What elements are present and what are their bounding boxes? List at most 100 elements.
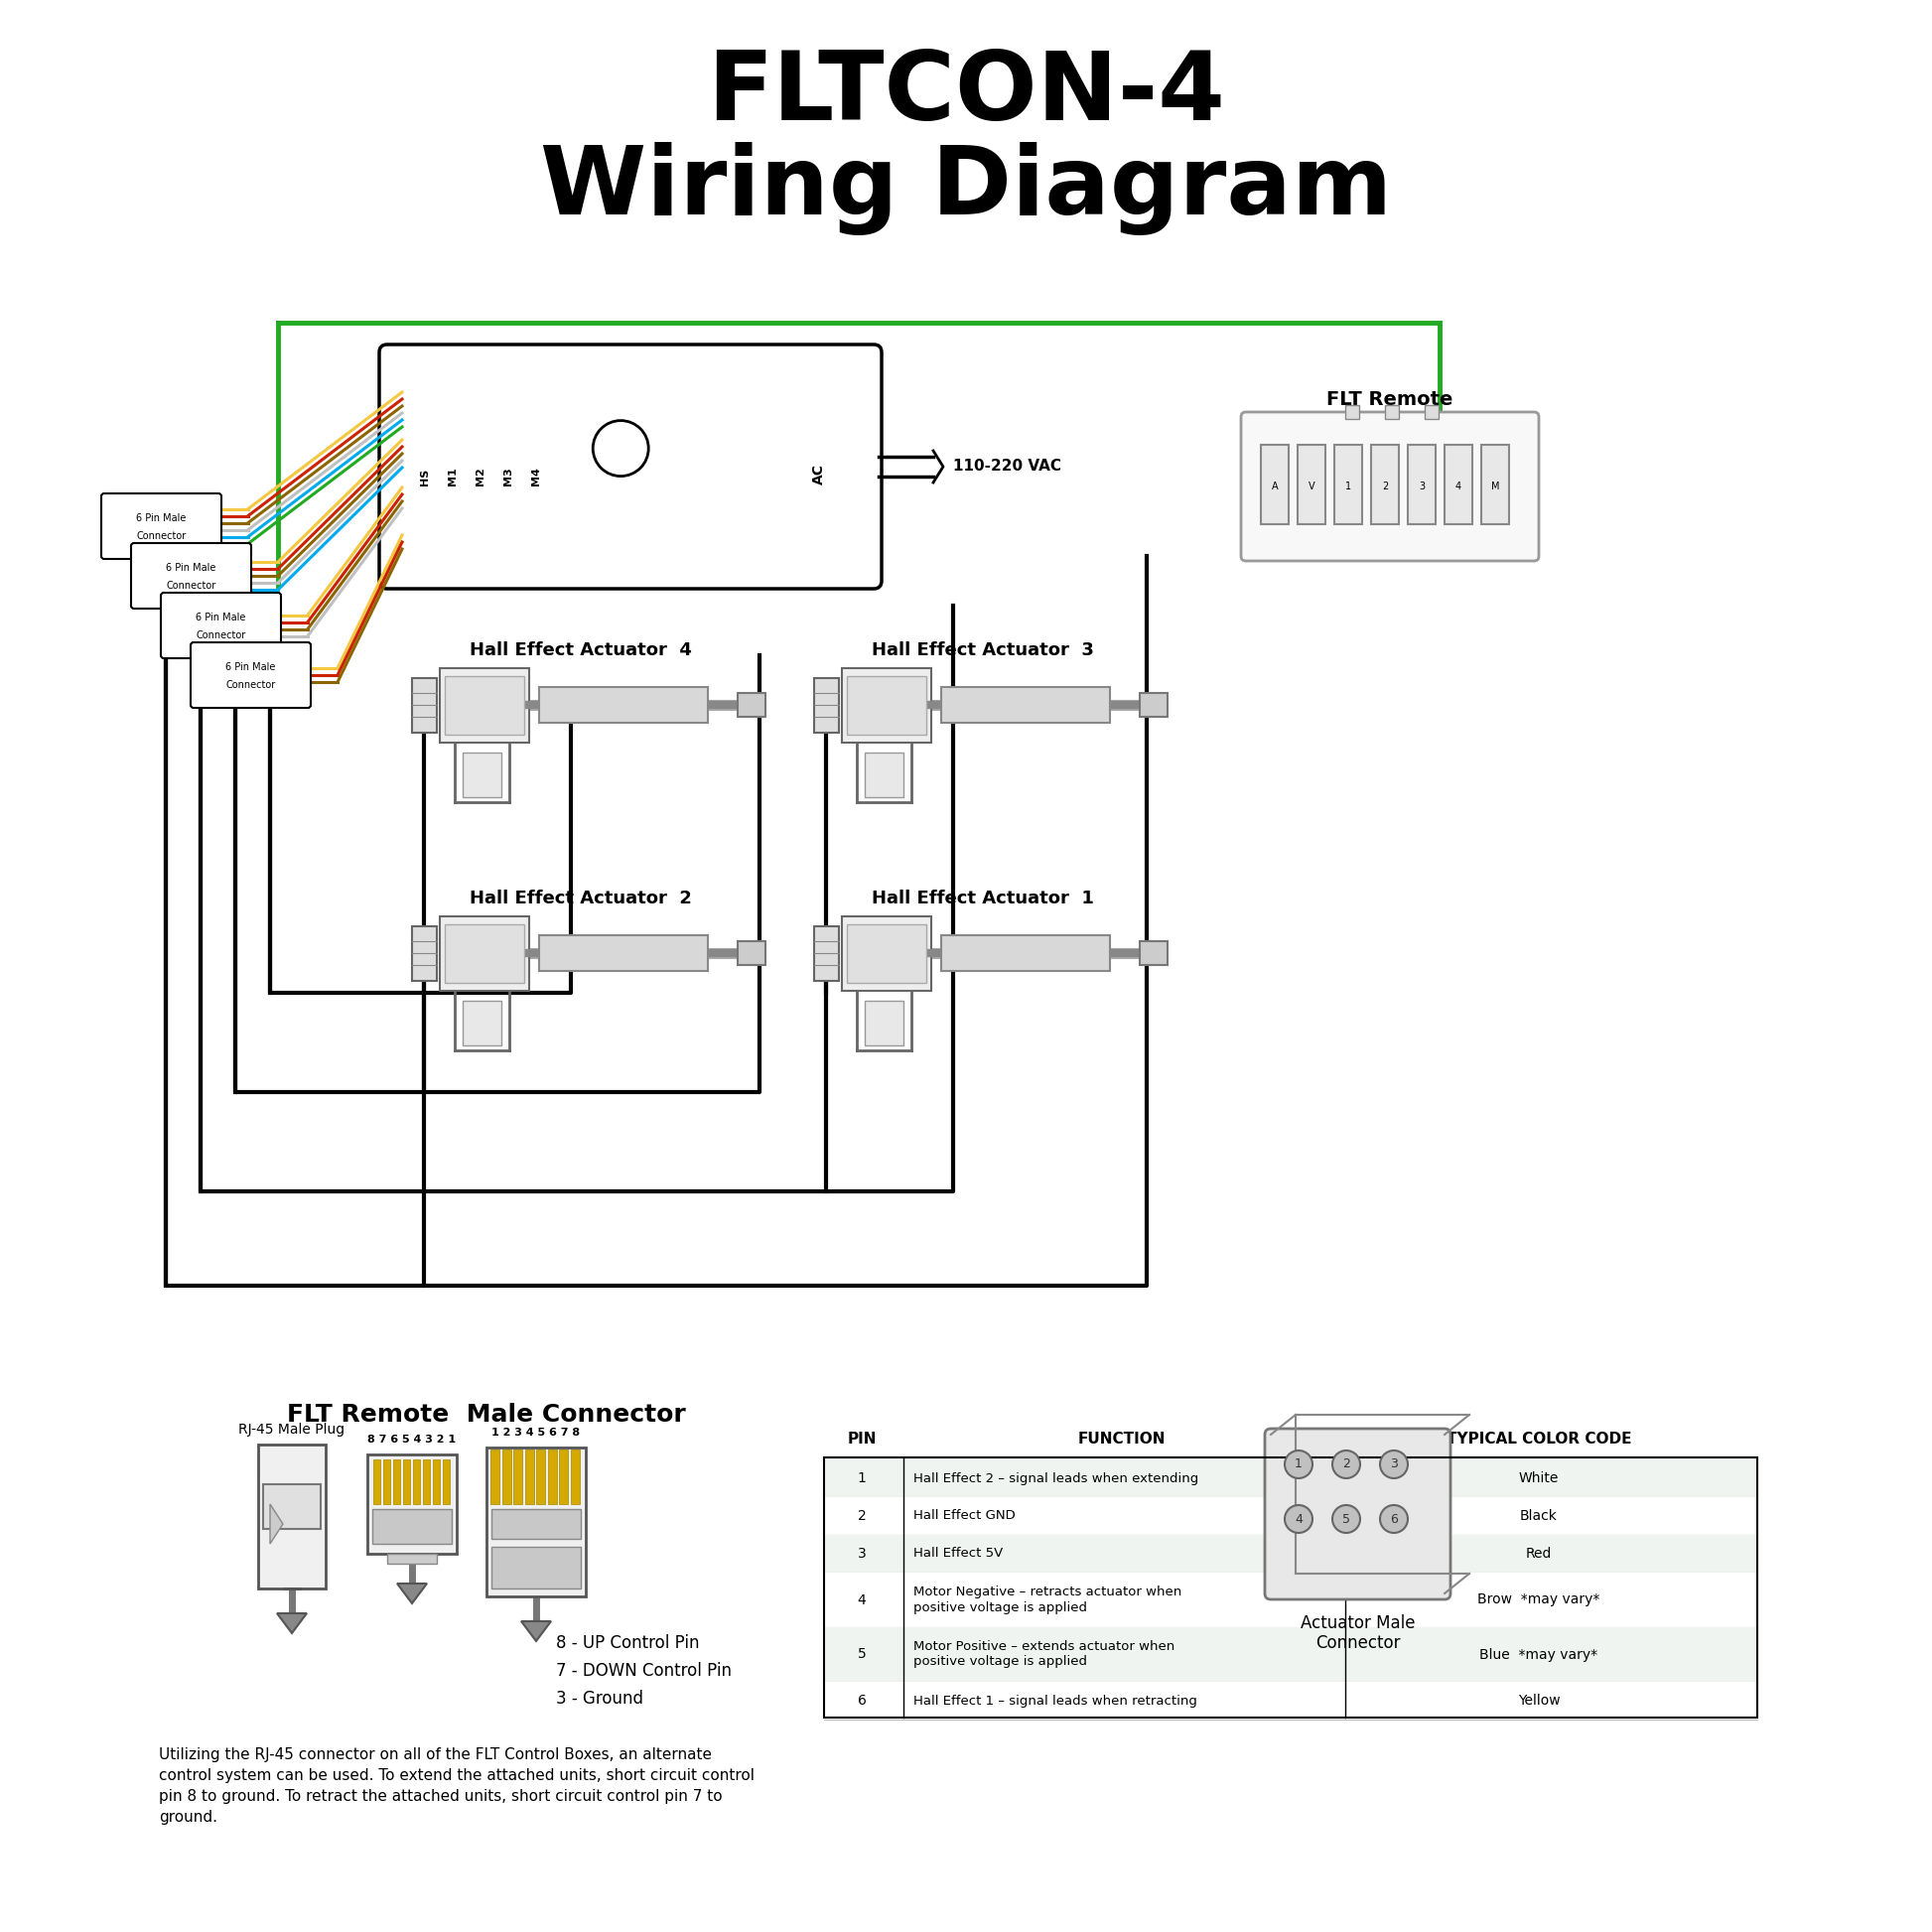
Bar (1298, 444, 1325, 524)
Text: 8 - UP Control Pin: 8 - UP Control Pin (556, 1634, 699, 1652)
Text: 6 Pin Male: 6 Pin Male (226, 663, 276, 672)
Text: Hall Effect Actuator  1: Hall Effect Actuator 1 (871, 889, 1094, 908)
Polygon shape (398, 1584, 427, 1604)
Text: 6 Pin Male: 6 Pin Male (137, 514, 185, 524)
Bar (487, 1447, 585, 1596)
Bar (442, 1459, 450, 1505)
Bar (539, 688, 707, 723)
Text: 5: 5 (858, 1648, 866, 1662)
Bar (1140, 941, 1167, 964)
Text: Brow  *may vary*: Brow *may vary* (1478, 1594, 1600, 1607)
Polygon shape (276, 1613, 307, 1633)
Bar (813, 678, 838, 732)
Text: FLT Remote  Male Connector: FLT Remote Male Connector (288, 1403, 686, 1426)
Bar (825, 1534, 1758, 1573)
Text: 1: 1 (1345, 481, 1350, 491)
Text: 4: 4 (858, 1594, 866, 1607)
Bar (383, 1459, 390, 1505)
Text: 3 - Ground: 3 - Ground (556, 1690, 643, 1708)
Text: Wiring Diagram: Wiring Diagram (539, 141, 1393, 236)
Bar (386, 1553, 437, 1563)
Text: Blue  *may vary*: Blue *may vary* (1480, 1648, 1598, 1662)
Bar (263, 1484, 321, 1528)
Bar (412, 925, 437, 980)
Circle shape (1379, 1505, 1408, 1532)
Bar (514, 1449, 522, 1505)
Bar (535, 1449, 545, 1505)
Bar (866, 752, 904, 796)
FancyBboxPatch shape (191, 641, 311, 707)
Text: 2: 2 (1381, 481, 1387, 491)
FancyBboxPatch shape (131, 543, 251, 609)
Bar (1372, 444, 1399, 524)
Bar (941, 935, 1111, 972)
Circle shape (1333, 1505, 1360, 1532)
Bar (738, 694, 765, 717)
Text: 3: 3 (1418, 481, 1424, 491)
Text: Motor Negative – retracts actuator when
positive voltage is applied: Motor Negative – retracts actuator when … (914, 1586, 1182, 1613)
Text: Hall Effect 5V: Hall Effect 5V (914, 1548, 1003, 1561)
Bar (423, 1459, 431, 1505)
Bar (502, 1449, 510, 1505)
Text: M2: M2 (475, 468, 485, 485)
Text: 6: 6 (1389, 1513, 1399, 1526)
Text: 1: 1 (1294, 1459, 1302, 1470)
Bar (440, 916, 529, 991)
Bar (1385, 406, 1399, 419)
Text: 6 Pin Male: 6 Pin Male (166, 562, 216, 574)
Text: PIN: PIN (846, 1432, 877, 1447)
Text: Black: Black (1520, 1509, 1557, 1522)
Bar (1335, 444, 1362, 524)
Text: 6: 6 (858, 1694, 866, 1708)
Bar (539, 935, 707, 972)
Bar (866, 1001, 904, 1045)
FancyBboxPatch shape (379, 344, 881, 589)
Bar (825, 1459, 1758, 1497)
Text: 1: 1 (858, 1472, 866, 1486)
Text: M4: M4 (531, 468, 541, 487)
Bar (491, 1509, 582, 1540)
Bar (1445, 444, 1472, 524)
Bar (941, 688, 1111, 723)
Text: 3: 3 (1389, 1459, 1399, 1470)
Bar (1424, 406, 1439, 419)
Bar (1262, 444, 1289, 524)
Text: 6 Pin Male: 6 Pin Male (195, 612, 245, 622)
Text: Red: Red (1526, 1548, 1551, 1561)
Bar (842, 668, 931, 742)
Circle shape (1285, 1505, 1312, 1532)
Circle shape (1333, 1451, 1360, 1478)
Text: M1: M1 (448, 468, 458, 485)
Text: 1 2 3 4 5 6 7 8: 1 2 3 4 5 6 7 8 (493, 1428, 580, 1437)
Text: White: White (1519, 1472, 1559, 1486)
Text: 4: 4 (1455, 481, 1461, 491)
Bar (462, 1001, 502, 1045)
Bar (825, 1457, 1758, 1718)
Text: Hall Effect Actuator  3: Hall Effect Actuator 3 (871, 641, 1094, 659)
Bar (444, 676, 524, 734)
Bar (259, 1445, 327, 1588)
Text: RJ-45 Male Plug: RJ-45 Male Plug (240, 1422, 346, 1437)
Text: FLT Remote: FLT Remote (1327, 390, 1453, 408)
Text: 4: 4 (1294, 1513, 1302, 1526)
Text: V: V (1308, 481, 1316, 491)
Bar (373, 1459, 381, 1505)
Text: HS: HS (419, 468, 431, 485)
Bar (1408, 444, 1435, 524)
Text: Hall Effect Actuator  4: Hall Effect Actuator 4 (469, 641, 692, 659)
Bar (846, 923, 925, 981)
Text: Connector: Connector (195, 630, 245, 639)
Bar (558, 1449, 568, 1505)
Bar (547, 1449, 556, 1505)
Text: FLTCON-4: FLTCON-4 (707, 48, 1225, 141)
Text: Actuator Male: Actuator Male (1300, 1615, 1414, 1633)
Bar (491, 1449, 498, 1505)
Text: Connector: Connector (226, 680, 276, 690)
Text: Utilizing the RJ-45 connector on all of the FLT Control Boxes, an alternate
cont: Utilizing the RJ-45 connector on all of … (158, 1747, 755, 1826)
Bar (367, 1455, 456, 1553)
Text: 7 - DOWN Control Pin: 7 - DOWN Control Pin (556, 1662, 732, 1679)
Bar (373, 1509, 452, 1544)
Bar (392, 1459, 400, 1505)
Text: Connector: Connector (137, 531, 185, 541)
Circle shape (1379, 1451, 1408, 1478)
